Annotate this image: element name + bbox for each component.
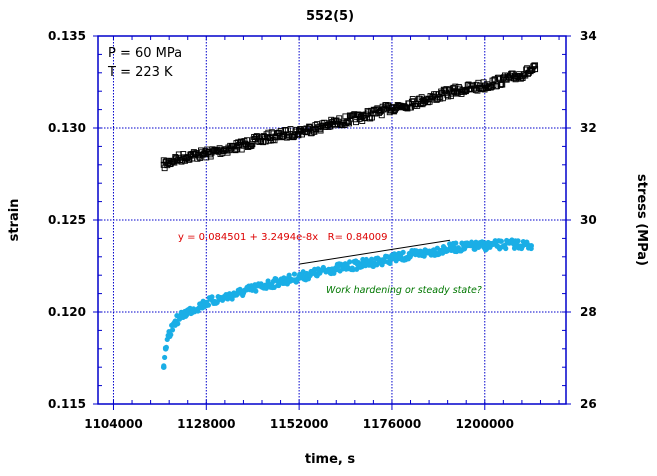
data-marker <box>387 260 393 267</box>
data-marker <box>265 278 271 284</box>
annotation-pressure: P = 60 MPa <box>108 46 182 61</box>
data-marker <box>400 249 406 255</box>
x-tick-label: 1200000 <box>456 417 514 431</box>
data-marker <box>238 146 245 153</box>
data-marker <box>253 288 259 294</box>
fit-equation-label: y = 0.084501 + 3.2494e-8x R= 0.84009 <box>178 232 388 243</box>
data-marker <box>286 272 292 278</box>
data-marker <box>347 259 353 265</box>
data-marker <box>369 114 375 121</box>
y-tick-label-right: 28 <box>580 305 597 319</box>
data-marker <box>234 146 241 153</box>
x-tick-label: 1152000 <box>270 417 328 431</box>
data-marker <box>530 63 537 70</box>
y-tick-label-right: 34 <box>580 29 597 43</box>
data-marker <box>325 124 332 130</box>
data-marker <box>183 312 190 318</box>
data-marker <box>205 302 212 308</box>
data-marker <box>346 120 352 127</box>
plot-frame <box>97 35 567 405</box>
annotation-temperature: T = 223 K <box>107 65 173 80</box>
data-marker <box>498 81 505 88</box>
data-marker <box>244 137 251 144</box>
x-axis-label: time, s <box>305 452 355 467</box>
data-marker <box>209 294 215 300</box>
y-tick-label-left: 0.115 <box>48 397 86 411</box>
series-1 <box>160 62 539 172</box>
data-marker <box>499 81 506 88</box>
data-marker <box>248 142 255 149</box>
data-marker <box>336 115 343 122</box>
note-label: Work hardening or steady state? <box>326 285 482 296</box>
y-tick-label-left: 0.120 <box>48 305 86 319</box>
data-marker <box>291 271 298 277</box>
x-tick-label: 1176000 <box>363 417 421 431</box>
data-marker <box>161 363 167 369</box>
data-marker <box>532 62 539 69</box>
data-marker <box>368 256 375 262</box>
data-marker <box>408 104 414 111</box>
data-marker <box>453 240 459 246</box>
data-marker <box>168 332 174 338</box>
data-marker <box>528 245 534 252</box>
y-tick-label-right: 32 <box>580 121 597 135</box>
data-marker <box>353 119 360 126</box>
y-tick-label-left: 0.125 <box>48 213 86 227</box>
x-tick-label: 1104000 <box>84 417 142 431</box>
data-marker <box>480 79 487 86</box>
data-marker <box>162 354 168 361</box>
data-marker <box>232 147 239 154</box>
y-tick-label-left: 0.130 <box>48 121 86 135</box>
chart-title: 552(5) <box>306 9 354 24</box>
y-tick-label-left: 0.135 <box>48 29 86 43</box>
data-marker <box>169 327 176 333</box>
fit-line <box>299 239 451 265</box>
data-marker <box>498 238 504 244</box>
data-marker <box>306 123 313 130</box>
y-axis-label-left: strain <box>7 199 22 242</box>
data-marker <box>163 344 169 351</box>
y-tick-label-right: 26 <box>580 397 597 411</box>
x-tick-label: 1128000 <box>177 417 235 431</box>
data-marker <box>345 119 352 126</box>
data-marker <box>515 238 521 244</box>
data-marker <box>503 245 509 252</box>
data-marker <box>486 83 493 90</box>
data-marker <box>268 137 274 144</box>
data-marker <box>378 112 385 119</box>
data-marker <box>175 321 181 327</box>
series-2 <box>160 237 534 371</box>
y-tick-label-right: 30 <box>580 213 597 227</box>
y-axis-label-right: stress (MPa) <box>634 174 649 266</box>
